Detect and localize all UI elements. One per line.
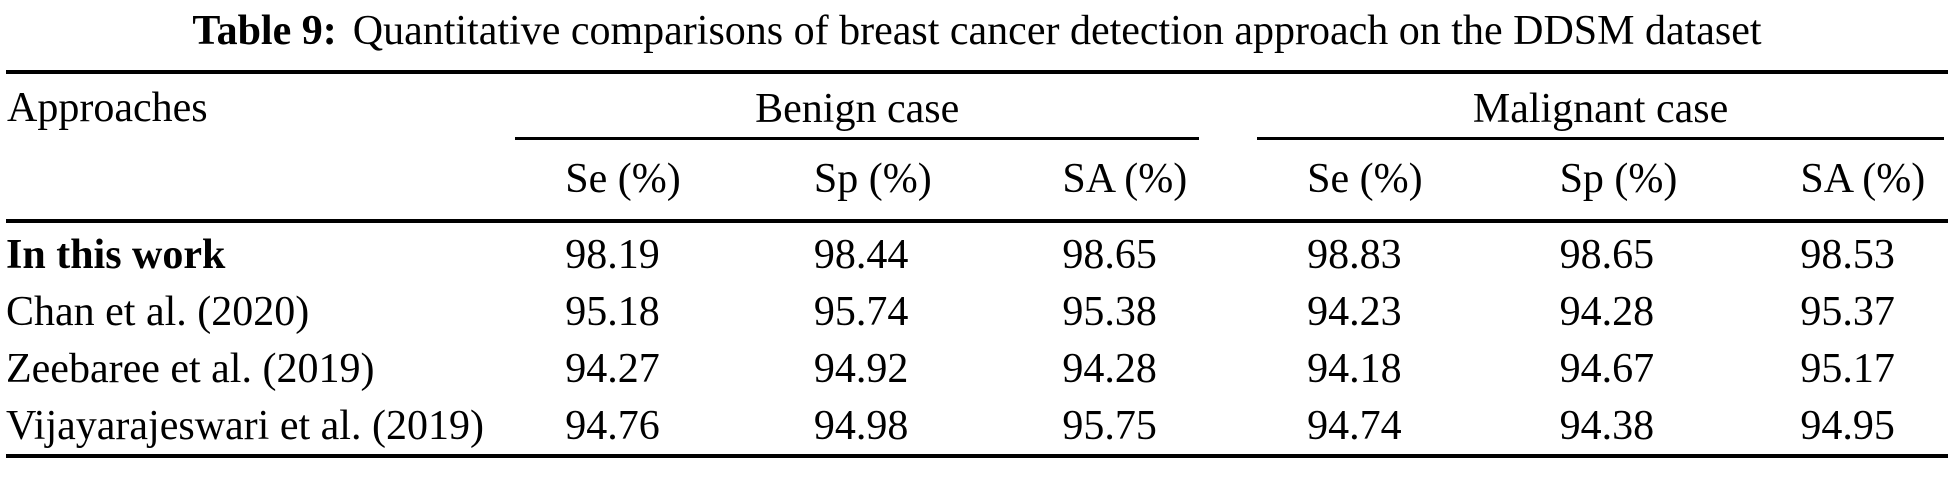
cell-malignant-sp: 94.38 xyxy=(1559,403,1655,449)
column-header-malignant-se: Se (%) xyxy=(1307,140,1560,223)
cell-benign-sa: 95.75 xyxy=(1062,403,1157,449)
cell-benign-se: 98.19 xyxy=(565,232,660,278)
cell-malignant-sa: 98.53 xyxy=(1800,232,1895,278)
table-caption-label: Table 9: xyxy=(192,8,337,54)
table-row: Vijayarajeswari et al. (2019) 94.76 94.9… xyxy=(6,397,1948,456)
approach-name: In this work xyxy=(6,232,226,278)
cell-benign-sp: 94.92 xyxy=(813,346,909,392)
column-header-benign-se: Se (%) xyxy=(565,140,814,223)
cell-malignant-se: 94.18 xyxy=(1307,346,1402,392)
table-row: In this work 98.19 98.44 98.65 98.83 98.… xyxy=(6,221,1948,283)
group-header-row: Approaches Benign case Malignant case xyxy=(6,72,1948,223)
cell-malignant-sa: 95.17 xyxy=(1800,346,1895,392)
cell-benign-sp: 95.74 xyxy=(813,289,909,335)
column-header-benign-sa: SA (%) xyxy=(1062,140,1308,223)
table-row: Chan et al. (2020) 95.18 95.74 95.38 94.… xyxy=(6,283,1948,340)
cell-malignant-sa: 94.95 xyxy=(1800,403,1895,449)
column-header-malignant-sp: Sp (%) xyxy=(1559,140,1801,223)
cell-malignant-sp: 94.67 xyxy=(1559,346,1655,392)
cell-malignant-se: 94.74 xyxy=(1307,403,1402,449)
cell-benign-se: 95.18 xyxy=(565,289,660,335)
column-header-malignant-sa: SA (%) xyxy=(1800,140,1948,223)
group-header-malignant-cell: Malignant case xyxy=(1257,72,1948,140)
approach-name: Chan et al. (2020) xyxy=(6,289,310,335)
table-caption: Table 9: Quantitative comparisons of brea… xyxy=(6,4,1948,70)
cell-benign-sp: 94.98 xyxy=(813,403,909,449)
cell-benign-sa: 94.28 xyxy=(1062,346,1157,392)
results-table: Approaches Benign case Malignant case Se… xyxy=(6,70,1948,458)
approach-name: Vijayarajeswari et al. (2019) xyxy=(6,403,484,449)
group-header-benign-cell: Benign case xyxy=(515,72,1307,140)
group-header-malignant: Malignant case xyxy=(1257,74,1944,140)
approach-name: Zeebaree et al. (2019) xyxy=(6,346,375,392)
table-row: Zeebaree et al. (2019) 94.27 94.92 94.28… xyxy=(6,340,1948,397)
cell-benign-sa: 95.38 xyxy=(1062,289,1157,335)
column-header-benign-sp: Sp (%) xyxy=(813,140,1063,223)
cell-malignant-se: 98.83 xyxy=(1307,232,1402,278)
cell-benign-sp: 98.44 xyxy=(813,232,909,278)
cell-benign-se: 94.27 xyxy=(565,346,660,392)
cell-malignant-sa: 95.37 xyxy=(1800,289,1895,335)
cell-malignant-sp: 94.28 xyxy=(1559,289,1655,335)
metric-header-row: Se (%) Sp (%) SA (%) Se (%) Sp (%) SA (%… xyxy=(6,140,1948,223)
group-header-benign: Benign case xyxy=(515,74,1200,140)
table-caption-text: Quantitative comparisons of breast cance… xyxy=(352,8,1762,54)
cell-malignant-sp: 98.65 xyxy=(1559,232,1655,278)
column-header-approaches: Approaches xyxy=(6,72,566,223)
cell-malignant-se: 94.23 xyxy=(1307,289,1402,335)
cell-benign-se: 94.76 xyxy=(565,403,660,449)
cell-benign-sa: 98.65 xyxy=(1062,232,1157,278)
